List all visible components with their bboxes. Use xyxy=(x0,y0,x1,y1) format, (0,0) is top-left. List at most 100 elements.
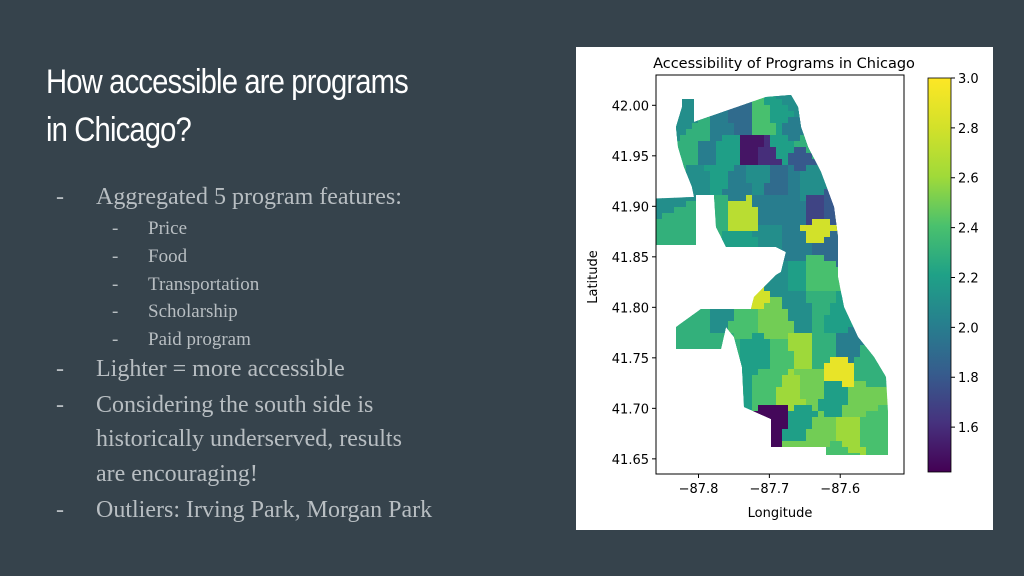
map-region-cell xyxy=(662,255,669,262)
map-region-cell xyxy=(698,291,705,298)
map-region-cell xyxy=(896,123,903,130)
colorbar-tick-label: 1.6 xyxy=(958,421,979,436)
map-region-cell xyxy=(806,87,813,94)
map-region-cell xyxy=(824,171,831,178)
map-region-cell xyxy=(854,153,861,160)
map-region-cell xyxy=(902,165,909,172)
map-region-cell xyxy=(836,387,843,394)
map-region-cell xyxy=(854,315,861,322)
map-region-cell xyxy=(716,171,723,178)
map-region-cell xyxy=(656,285,663,292)
map-region-cell xyxy=(776,369,783,376)
map-region-cell xyxy=(842,357,849,364)
map-region-cell xyxy=(854,81,861,88)
map-region-cell xyxy=(656,465,663,472)
map-region-cell xyxy=(848,429,855,436)
map-region-cell xyxy=(782,411,789,418)
map-region-cell xyxy=(728,435,735,442)
map-region-cell xyxy=(794,123,801,130)
map-region-cell xyxy=(818,285,825,292)
map-region-cell xyxy=(812,453,819,455)
map-region-cell xyxy=(824,129,831,136)
map-region-cell xyxy=(794,81,801,88)
map-region-cell xyxy=(866,171,873,178)
map-region-cell xyxy=(764,297,771,304)
map-region-cell xyxy=(662,297,669,304)
map-region-cell xyxy=(674,213,681,220)
map-region-cell xyxy=(776,321,783,328)
map-region-cell xyxy=(896,309,903,316)
map-region-cell xyxy=(692,315,699,322)
map-region-cell xyxy=(794,183,801,190)
map-region-cell xyxy=(866,95,873,100)
map-region-cell xyxy=(716,189,723,196)
map-region-cell xyxy=(794,291,801,298)
map-region-cell xyxy=(806,129,813,136)
map-region-cell xyxy=(776,273,783,280)
map-region-cell xyxy=(866,309,873,316)
map-region-cell xyxy=(716,225,723,232)
map-region-cell xyxy=(662,327,669,334)
map-region-cell xyxy=(686,393,693,400)
map-region-cell xyxy=(764,213,771,220)
map-region-cell xyxy=(698,387,705,394)
map-region-cell xyxy=(704,357,711,364)
map-region-cell xyxy=(896,459,903,466)
map-region-cell xyxy=(698,393,705,400)
map-region-cell xyxy=(770,95,777,100)
map-region-cell xyxy=(656,141,663,148)
map-region-cell xyxy=(878,453,885,455)
map-region-cell xyxy=(896,465,903,472)
map-region-cell xyxy=(668,465,675,472)
map-region-cell xyxy=(806,333,813,340)
map-region-cell xyxy=(716,279,723,286)
map-region-cell xyxy=(860,447,867,454)
map-region-cell xyxy=(686,375,693,382)
map-region-cell xyxy=(776,459,783,466)
bullet-dash: - xyxy=(56,356,64,382)
map-region-cell xyxy=(854,369,861,376)
map-region-cell xyxy=(656,135,663,142)
map-region-cell xyxy=(752,429,759,436)
map-region-cell xyxy=(878,411,885,418)
map-region-cell xyxy=(728,225,735,232)
map-region-cell xyxy=(794,351,801,358)
map-region-cell xyxy=(662,441,669,448)
map-region-cell xyxy=(836,405,843,412)
map-region-cell xyxy=(878,327,885,334)
map-region-cell xyxy=(860,87,867,94)
map-region-cell xyxy=(740,291,747,298)
map-region-cell xyxy=(674,315,681,322)
map-region-cell xyxy=(896,231,903,238)
map-region-cell xyxy=(842,447,849,454)
map-region-cell xyxy=(782,219,789,226)
map-region-cell xyxy=(848,159,855,166)
map-region-cell xyxy=(872,183,879,190)
map-region-cell xyxy=(776,417,783,424)
map-region-cell xyxy=(698,81,705,88)
map-region-cell xyxy=(782,165,789,172)
map-region-cell xyxy=(740,327,747,334)
map-region-cell xyxy=(698,129,705,136)
map-region-cell xyxy=(854,381,861,388)
map-region-cell xyxy=(668,195,675,202)
map-region-cell xyxy=(656,117,663,124)
map-region-cell xyxy=(734,255,741,262)
map-region-cell xyxy=(710,315,717,322)
map-region-cell xyxy=(884,219,888,226)
map-region-cell xyxy=(812,435,819,442)
map-region-cell xyxy=(764,207,771,214)
map-region-cell xyxy=(836,291,843,298)
map-region-cell xyxy=(740,273,747,280)
map-region-cell xyxy=(752,183,759,190)
map-region-cell xyxy=(848,399,855,406)
map-region-cell xyxy=(866,267,873,274)
map-region-cell xyxy=(758,417,765,424)
colorbar-tick-label: 2.2 xyxy=(958,271,979,286)
map-region-cell xyxy=(890,105,897,112)
map-region-cell xyxy=(788,273,795,280)
map-region-cell xyxy=(782,141,789,148)
map-region-cell xyxy=(866,369,873,376)
map-region-cell xyxy=(896,93,903,100)
map-region-cell xyxy=(854,189,861,196)
